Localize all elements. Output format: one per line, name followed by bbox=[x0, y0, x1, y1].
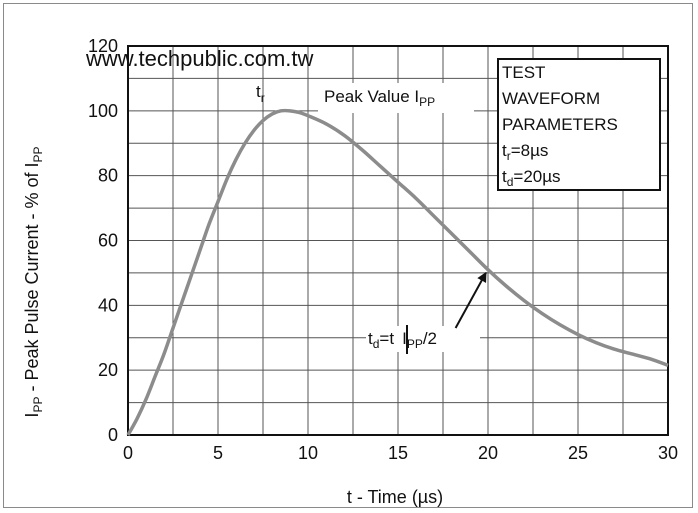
plot-area bbox=[127, 45, 669, 436]
param-tr: tr=8µs bbox=[502, 141, 548, 163]
param-td: td=20µs bbox=[502, 167, 561, 189]
curve-layer bbox=[126, 108, 669, 436]
param-line-3: PARAMETERS bbox=[502, 115, 618, 134]
y-tick-label: 20 bbox=[98, 360, 118, 380]
x-tick-label: 25 bbox=[568, 443, 588, 463]
x-tick-label: 15 bbox=[388, 443, 408, 463]
y-tick-label: 80 bbox=[98, 166, 118, 186]
td-label-bg bbox=[366, 326, 480, 352]
parameters-box: TEST WAVEFORM PARAMETERS tr=8µs td=20µs bbox=[497, 58, 661, 191]
y-tick-label: 120 bbox=[88, 36, 118, 56]
y-tick-label: 100 bbox=[88, 101, 118, 121]
tr-label: tr bbox=[256, 82, 265, 105]
y-axis-title: IPP - Peak Pulse Current - % of IPP bbox=[22, 146, 45, 417]
param-line-1: TEST bbox=[502, 63, 545, 82]
y-tick-label: 40 bbox=[98, 295, 118, 315]
y-tick-label: 60 bbox=[98, 231, 118, 251]
x-axis-title: t - Time (µs) bbox=[347, 487, 443, 507]
pulse-waveform-line bbox=[126, 108, 669, 436]
td-arrow bbox=[454, 271, 487, 329]
x-tick-label: 0 bbox=[123, 443, 133, 463]
parameters-box-frame bbox=[497, 58, 661, 191]
x-tick-label: 10 bbox=[298, 443, 318, 463]
peak-value-label: Peak Value IPP bbox=[324, 87, 435, 109]
x-tick-label: 5 bbox=[213, 443, 223, 463]
watermark: www.techpublic.com.tw bbox=[85, 46, 314, 71]
param-line-2: WAVEFORM bbox=[502, 89, 600, 108]
y-tick-label: 0 bbox=[108, 425, 118, 445]
peak-label-bg bbox=[318, 83, 474, 113]
x-tick-label: 30 bbox=[658, 443, 678, 463]
td-label: td=t IPP/2 bbox=[368, 329, 437, 351]
tick-labels: 0 5 10 15 20 25 30 0 20 40 60 80 100 120 bbox=[88, 36, 678, 463]
x-tick-label: 20 bbox=[478, 443, 498, 463]
